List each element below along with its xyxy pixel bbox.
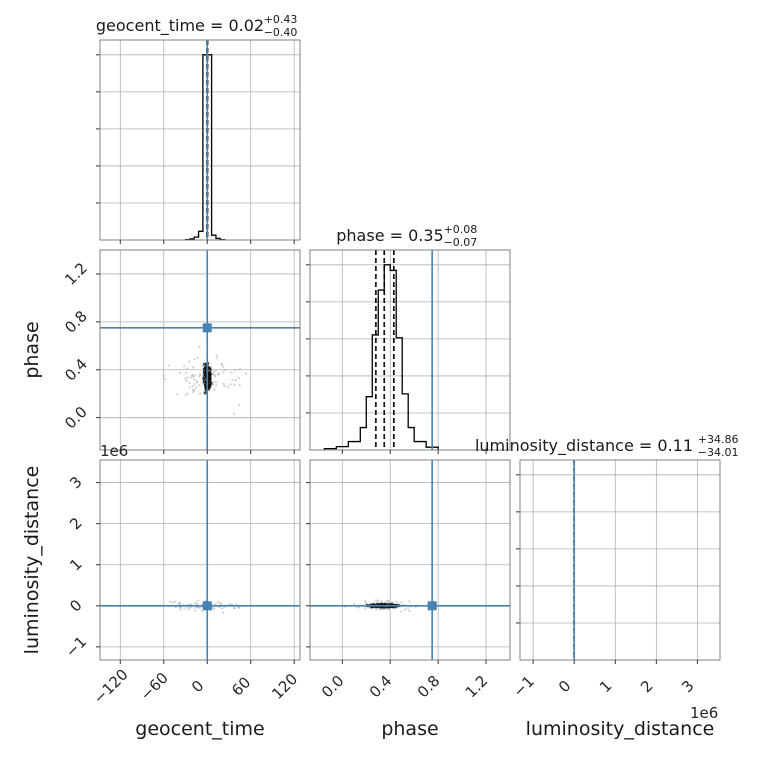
x-tick-label: 0: [188, 677, 207, 696]
scatter-panel-phase-luminosity_distance: [306, 459, 511, 664]
title-geocent_time: geocent_time = 0.02: [96, 16, 264, 36]
x-tick-label: 0.0: [318, 672, 348, 702]
offset-text-x: 1e6: [690, 704, 718, 722]
x-tick-label: 0.4: [366, 672, 396, 702]
panel-bg: [100, 460, 300, 660]
hist-phase: [323, 264, 439, 450]
x-tick-label: 0: [555, 677, 574, 696]
truth-marker: [202, 323, 212, 333]
x-tick-label: 1.2: [462, 672, 492, 702]
x-tick-label: −60: [137, 669, 172, 704]
x-tick-label: 120: [268, 670, 301, 703]
title-upper-geocent_time: +0.43: [264, 13, 298, 26]
x-axis-label-luminosity_distance: luminosity_distance: [526, 718, 715, 740]
panel-frame: [309, 249, 511, 451]
y-tick-label: 0.0: [61, 403, 91, 433]
x-axis-label-geocent_time: geocent_time: [135, 718, 264, 740]
y-tick-label: 3: [66, 473, 85, 492]
panel-frame: [99, 249, 301, 451]
x-tick-label: 0.8: [414, 672, 444, 702]
y-axis-label-phase: phase: [21, 321, 43, 378]
y-tick-label: 1: [66, 555, 85, 574]
x-tick-label: 3: [678, 677, 697, 696]
title-upper-luminosity_distance: +34.86: [698, 433, 739, 446]
y-tick-label: 0.4: [61, 355, 91, 385]
x-tick-label: 60: [228, 673, 254, 699]
x-tick-label: 2: [637, 677, 656, 696]
title-upper-phase: +0.08: [444, 223, 478, 236]
y-tick-label: 0.8: [61, 307, 91, 337]
hist-panel-luminosity_distance: luminosity_distance = 0.11 +34.86−34.01: [475, 433, 739, 664]
y-tick-label: 1.2: [61, 259, 91, 289]
panel-bg: [100, 250, 300, 450]
panel-frame: [519, 459, 721, 661]
x-tick-label: 1: [596, 677, 615, 696]
hist-geocent_time: [184, 54, 226, 241]
x-tick-label: −1: [509, 672, 537, 700]
scatter-panel-geocent_time-luminosity_distance: [96, 459, 301, 664]
panel-frame: [99, 459, 301, 661]
title-phase: phase = 0.35: [336, 226, 443, 245]
y-tick-label: −1: [62, 633, 90, 661]
title-lower-luminosity_distance: −34.01: [698, 446, 739, 459]
title-lower-geocent_time: −0.40: [264, 26, 298, 39]
y-axis-label-luminosity_distance: luminosity_distance: [21, 466, 43, 655]
truth-marker: [202, 601, 212, 611]
title-lower-phase: −0.07: [444, 236, 478, 249]
panel-frame: [309, 459, 511, 661]
truth-marker: [427, 601, 437, 611]
panel-frame: [99, 39, 301, 241]
scatter-panel-geocent_time-phase: [96, 249, 301, 454]
x-tick-label: −120: [90, 666, 132, 708]
offset-text-y: 1e6: [100, 442, 128, 460]
y-tick-label: 0: [66, 596, 85, 615]
panel-bg: [310, 460, 510, 660]
y-tick-label: 2: [66, 514, 85, 533]
hist-panel-phase: phase = 0.35 +0.08−0.07: [306, 223, 511, 454]
hist-panel-geocent_time: geocent_time = 0.02 +0.43−0.40: [96, 13, 301, 244]
x-axis-label-phase: phase: [381, 718, 438, 740]
title-luminosity_distance: luminosity_distance = 0.11: [475, 436, 693, 456]
